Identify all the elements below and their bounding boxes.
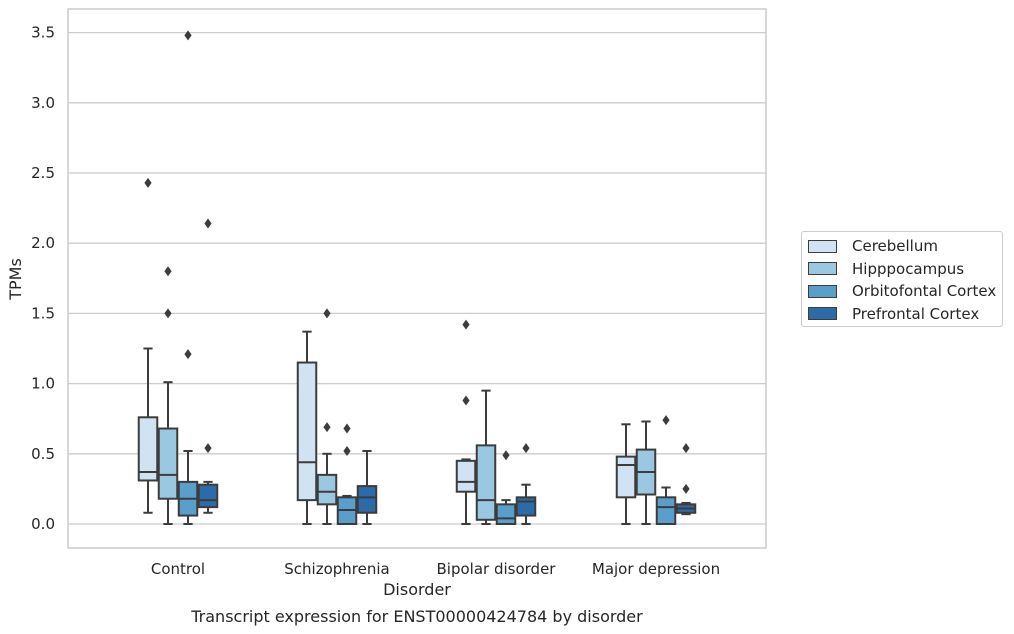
y-tick-label: 0.5 <box>31 445 55 463</box>
y-tick-label: 0.0 <box>31 515 55 533</box>
y-tick-label: 2.5 <box>31 164 55 182</box>
box-3-1 <box>635 420 657 525</box>
y-tick-label: 3.5 <box>31 24 55 42</box>
box-2-1 <box>475 389 497 525</box>
box-body <box>615 455 637 499</box>
outlier-point <box>204 443 212 454</box>
legend-label: Prefrontal Cortex <box>852 304 980 323</box>
chart-caption: Transcript expression for ENST0000042478… <box>190 607 643 626</box>
box-body <box>475 444 497 521</box>
outlier-point <box>462 395 470 406</box>
outlier-point <box>184 349 192 360</box>
legend-label: Cerebellum <box>852 237 938 256</box>
box-body <box>455 459 477 493</box>
outlier-point <box>502 450 510 461</box>
box-0-2 <box>177 30 199 525</box>
x-tick-label: Schizophrenia <box>284 560 389 578</box>
outlier-point <box>343 445 351 456</box>
legend-item: Orbitofontal Cortex <box>808 280 1002 303</box>
outlier-point <box>522 443 530 454</box>
box-1-2 <box>336 423 358 526</box>
plot-frame <box>67 8 767 549</box>
outlier-point <box>184 30 192 41</box>
legend-label: Hipppocampus <box>852 259 965 278</box>
outlier-point <box>164 266 172 277</box>
box-body <box>197 483 219 509</box>
outlier-point <box>462 319 470 330</box>
y-tick-label: 3.0 <box>31 94 55 112</box>
box-0-0 <box>137 177 159 514</box>
x-tick-label: Bipolar disorder <box>437 560 557 578</box>
box-1-3 <box>356 449 378 525</box>
x-axis-title: Disorder <box>383 580 451 599</box>
legend-item: Prefrontal Cortex <box>808 303 1002 326</box>
x-tick-label: Major depression <box>592 560 720 578</box>
legend-swatch <box>808 262 837 276</box>
box-0-3 <box>197 218 219 514</box>
x-axis-ticks: Control Schizophrenia Bipolar disorder Majo… <box>151 560 720 578</box>
box-2-0 <box>455 319 477 525</box>
box-0-1 <box>157 266 179 525</box>
box-body <box>137 416 159 482</box>
box-body <box>515 496 537 517</box>
x-tick-label: Control <box>151 560 205 578</box>
y-axis-ticks: 0.0 0.5 1.0 1.5 2.0 2.5 3.0 3.5 <box>31 24 55 533</box>
box-body <box>655 496 677 526</box>
outlier-point <box>343 423 351 434</box>
box-body <box>157 427 179 500</box>
box-body <box>316 473 338 506</box>
box-2-3 <box>515 443 537 525</box>
y-axis-title: TPMs <box>6 258 25 301</box>
box-body <box>296 361 318 502</box>
outlier-point <box>323 422 331 433</box>
outlier-point <box>204 218 212 229</box>
grid-lines <box>68 31 766 525</box>
box-3-0 <box>615 423 637 525</box>
legend-swatch <box>808 284 837 298</box>
box-1-1 <box>316 308 338 525</box>
legend-item: Cerebellum <box>808 235 1002 258</box>
box-3-2 <box>655 415 677 526</box>
box-3-3 <box>675 443 697 516</box>
box-2-2 <box>495 450 517 525</box>
y-tick-label: 1.5 <box>31 304 55 322</box>
outlier-point <box>682 483 690 494</box>
legend-item: Hipppocampus <box>808 258 1002 281</box>
legend: Cerebellum Hipppocampus Orbitofontal Corte… <box>801 231 1003 327</box>
outlier-point <box>164 308 172 319</box>
outlier-point <box>323 308 331 319</box>
legend-swatch <box>808 307 837 321</box>
box-1-0 <box>296 330 318 525</box>
outlier-point <box>662 415 670 426</box>
box-body <box>356 485 378 514</box>
box-body <box>495 503 517 525</box>
y-tick-label: 2.0 <box>31 234 55 252</box>
legend-swatch <box>808 239 837 253</box>
boxes <box>137 30 697 526</box>
outlier-point <box>144 177 152 188</box>
outlier-point <box>682 443 690 454</box>
legend-label: Orbitofontal Cortex <box>852 282 997 301</box>
y-tick-label: 1.0 <box>31 375 55 393</box>
